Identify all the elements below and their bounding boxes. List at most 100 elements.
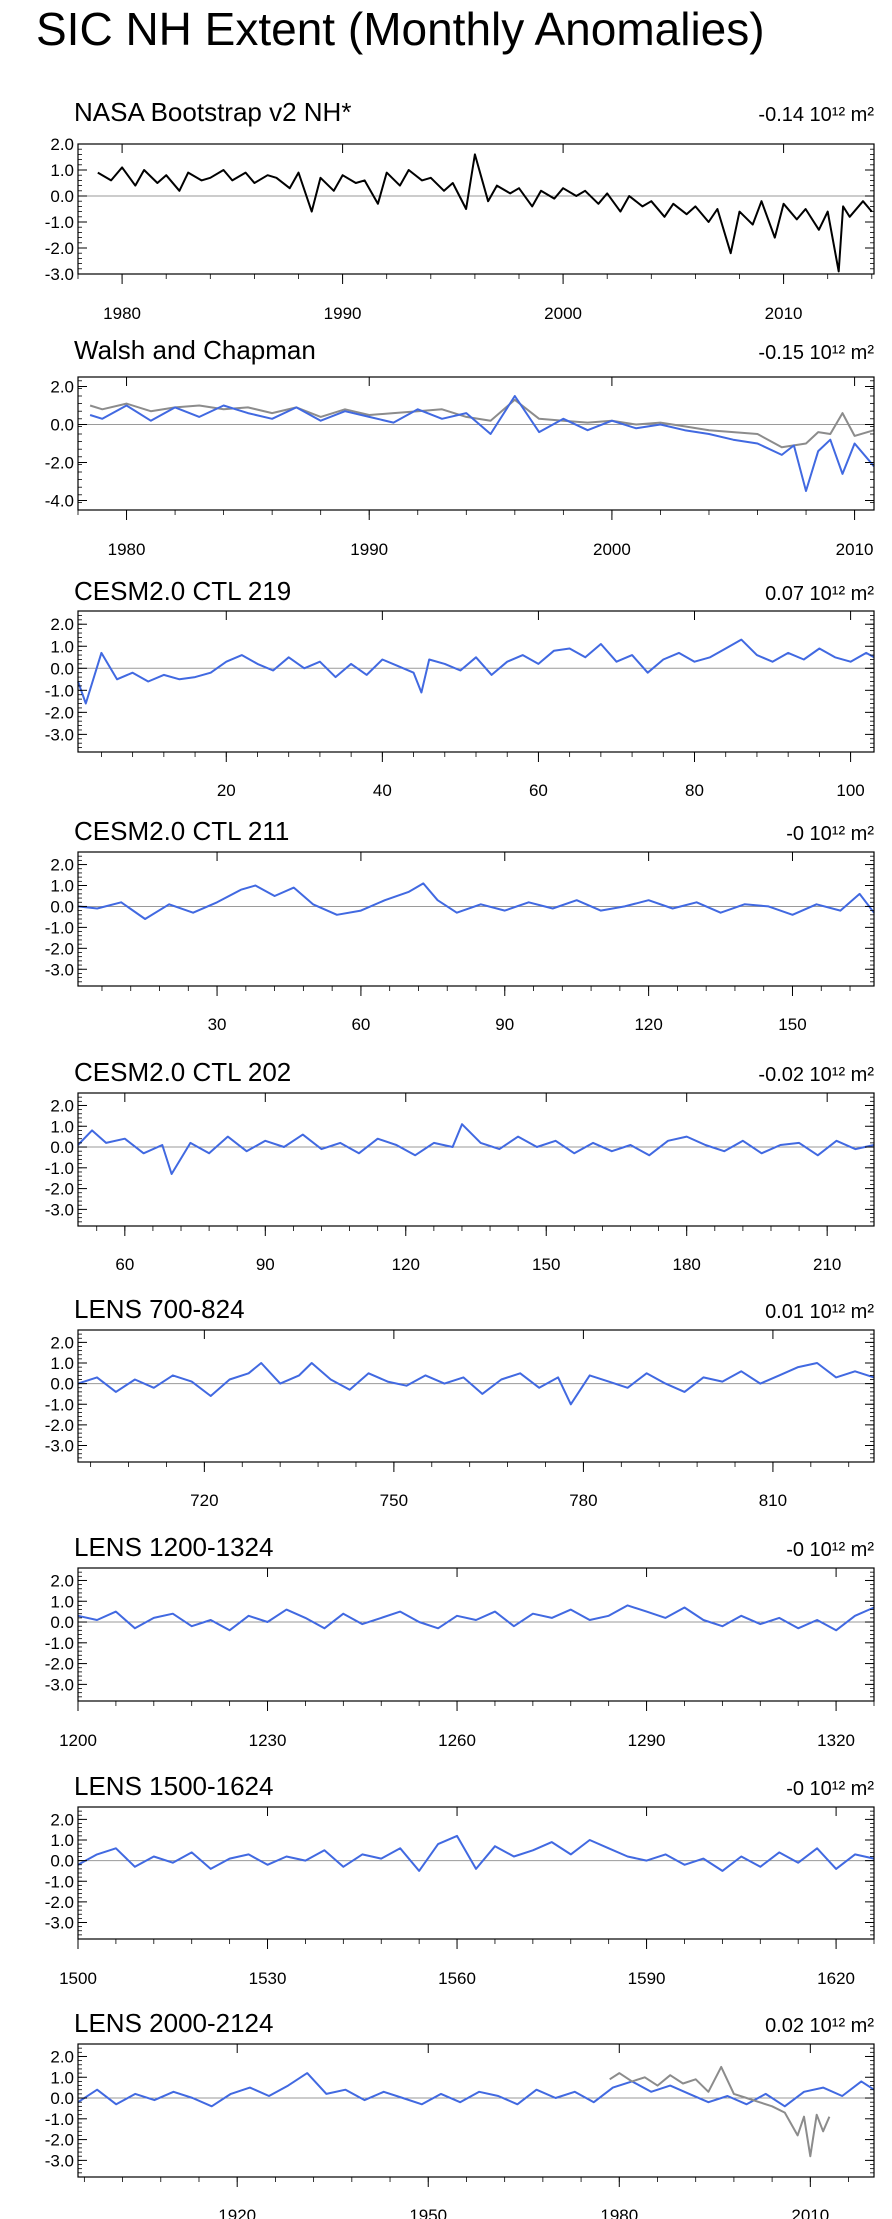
panel-8-ytick-label: -3.0: [45, 1914, 74, 1933]
panel-2-xtick-label: 1990: [350, 540, 388, 559]
panel-1-series-obs-1: [97, 153, 873, 273]
panel-1-xtick-label: 2000: [544, 304, 582, 323]
panel-6-frame: [77, 1329, 875, 1463]
panel-4-ytick-label: 2.0: [50, 856, 74, 875]
panel-7-xtick-label: 1260: [438, 1731, 476, 1750]
panel-9-mean-label: 0.02 10¹² m²: [765, 2015, 874, 2037]
panel-3-xtick-label: 100: [836, 781, 864, 800]
panel-5-title: CESM2.0 CTL 202: [74, 1057, 291, 1087]
panel-9-title: LENS 2000-2124: [74, 2008, 273, 2038]
panel-7-ytick-label: -3.0: [45, 1675, 74, 1694]
panel-5-xtick-label: 120: [392, 1255, 420, 1274]
panel-7-series-model-1: [77, 1604, 875, 1632]
panel-6-mean-label: 0.01 10¹² m²: [765, 1301, 874, 1323]
panel-4-ytick-label: -2.0: [45, 939, 74, 958]
panel-1-ytick-label: -1.0: [45, 213, 74, 232]
panel-6-ytick-label: 2.0: [50, 1333, 74, 1352]
panel-6-series-model-1: [77, 1362, 875, 1406]
panel-9-ytick-label: -3.0: [45, 2151, 74, 2170]
panel-8-mean-label: -0 10¹² m²: [786, 1778, 874, 1800]
panel-6-ytick-label: -2.0: [45, 1416, 74, 1435]
panel-9-frame: [77, 2043, 875, 2178]
panel-3-series-model-1: [77, 638, 875, 705]
panel-9-ytick-label: -1.0: [45, 2110, 74, 2129]
panel-4-series-model-1: [77, 882, 875, 920]
panel-3-ytick-label: 0.0: [50, 659, 74, 678]
panel-3-xtick-label: 40: [373, 781, 392, 800]
panel-7-ytick-label: 0.0: [50, 1613, 74, 1632]
panel-1-ytick-label: -2.0: [45, 239, 74, 258]
panel-3-xtick-label: 20: [217, 781, 236, 800]
panel-6-xtick-label: 780: [569, 1491, 597, 1510]
panel-5-ytick-label: 1.0: [50, 1117, 74, 1136]
panel-9-ytick-label: 1.0: [50, 2068, 74, 2087]
panel-2-ytick-label: -2.0: [45, 454, 74, 473]
panel-7-xtick-label: 1290: [628, 1731, 666, 1750]
panel-3-ytick-label: -3.0: [45, 725, 74, 744]
panel-5-frame: [77, 1092, 875, 1227]
figure-title: SIC NH Extent (Monthly Anomalies): [36, 3, 765, 55]
panel-1-ytick-label: 0.0: [50, 187, 74, 206]
panel-7-ytick-label: 1.0: [50, 1592, 74, 1611]
panel-8-xtick-label: 1560: [438, 1969, 476, 1988]
panel-9-ytick-label: 2.0: [50, 2047, 74, 2066]
panel-8-ytick-label: -1.0: [45, 1872, 74, 1891]
panel-3-ytick-label: -2.0: [45, 703, 74, 722]
panel-3-ytick-label: 2.0: [50, 615, 74, 634]
panel-4-xtick-label: 120: [634, 1015, 662, 1034]
panel-8-title: LENS 1500-1624: [74, 1771, 273, 1801]
panel-1-xtick-label: 2010: [765, 304, 803, 323]
panel-3-title: CESM2.0 CTL 219: [74, 576, 291, 606]
panel-1-title: NASA Bootstrap v2 NH*: [74, 97, 351, 127]
panel-5-xtick-label: 60: [115, 1255, 134, 1274]
panel-4-xtick-label: 90: [495, 1015, 514, 1034]
panel-4-ytick-label: 1.0: [50, 877, 74, 896]
panel-6-xtick-label: 810: [759, 1491, 787, 1510]
panel-6-ytick-label: 1.0: [50, 1354, 74, 1373]
panel-8-ytick-label: 0.0: [50, 1852, 74, 1871]
panel-3-mean-label: 0.07 10¹² m²: [765, 583, 874, 605]
panel-2-series-obs-1: [89, 398, 875, 449]
panel-1-xtick-label: 1990: [324, 304, 362, 323]
panel-1-xtick-label: 1980: [103, 304, 141, 323]
panel-5-mean-label: -0.02 10¹² m²: [758, 1064, 874, 1086]
panel-6-ytick-label: -3.0: [45, 1437, 74, 1456]
panel-6-ytick-label: -1.0: [45, 1395, 74, 1414]
panel-4-ytick-label: 0.0: [50, 897, 74, 916]
panel-9-ytick-label: -2.0: [45, 2131, 74, 2150]
panel-8-xtick-label: 1590: [628, 1969, 666, 1988]
panel-4-mean-label: -0 10¹² m²: [786, 823, 874, 845]
panel-9-xtick-label: 1920: [218, 2206, 256, 2219]
panel-8-ytick-label: 2.0: [50, 1810, 74, 1829]
panel-6-ytick-label: 0.0: [50, 1375, 74, 1394]
panel-2-mean-label: -0.15 10¹² m²: [758, 342, 874, 364]
panel-3-ytick-label: -1.0: [45, 681, 74, 700]
panel-6-title: LENS 700-824: [74, 1294, 245, 1324]
panel-3-ytick-label: 1.0: [50, 637, 74, 656]
panel-2-title: Walsh and Chapman: [74, 335, 316, 365]
panel-9-xtick-label: 1980: [600, 2206, 638, 2219]
panel-6-xtick-label: 750: [380, 1491, 408, 1510]
panel-1-ytick-label: 2.0: [50, 135, 74, 154]
panel-5-ytick-label: -3.0: [45, 1200, 74, 1219]
panel-2-xtick-label: 2000: [593, 540, 631, 559]
panel-7-xtick-label: 1200: [59, 1731, 97, 1750]
panel-9-ytick-label: 0.0: [50, 2089, 74, 2108]
panel-6-xtick-label: 720: [190, 1491, 218, 1510]
panel-9-series-obs-2: [609, 2065, 831, 2158]
panel-5-xtick-label: 90: [256, 1255, 275, 1274]
panel-2-ytick-label: 0.0: [50, 416, 74, 435]
panel-7-title: LENS 1200-1324: [74, 1532, 273, 1562]
panel-2-series-model-2: [89, 395, 875, 492]
panel-7-xtick-label: 1230: [249, 1731, 287, 1750]
panel-7-mean-label: -0 10¹² m²: [786, 1539, 874, 1561]
panel-5-ytick-label: -2.0: [45, 1180, 74, 1199]
panel-5-xtick-label: 210: [813, 1255, 841, 1274]
panel-5-xtick-label: 180: [673, 1255, 701, 1274]
panel-7-ytick-label: -1.0: [45, 1634, 74, 1653]
panel-2-ytick-label: 2.0: [50, 378, 74, 397]
panel-3-xtick-label: 60: [529, 781, 548, 800]
panel-9-series-model-1: [77, 2072, 875, 2108]
panel-5-ytick-label: -1.0: [45, 1159, 74, 1178]
panel-9-xtick-label: 2010: [791, 2206, 829, 2219]
